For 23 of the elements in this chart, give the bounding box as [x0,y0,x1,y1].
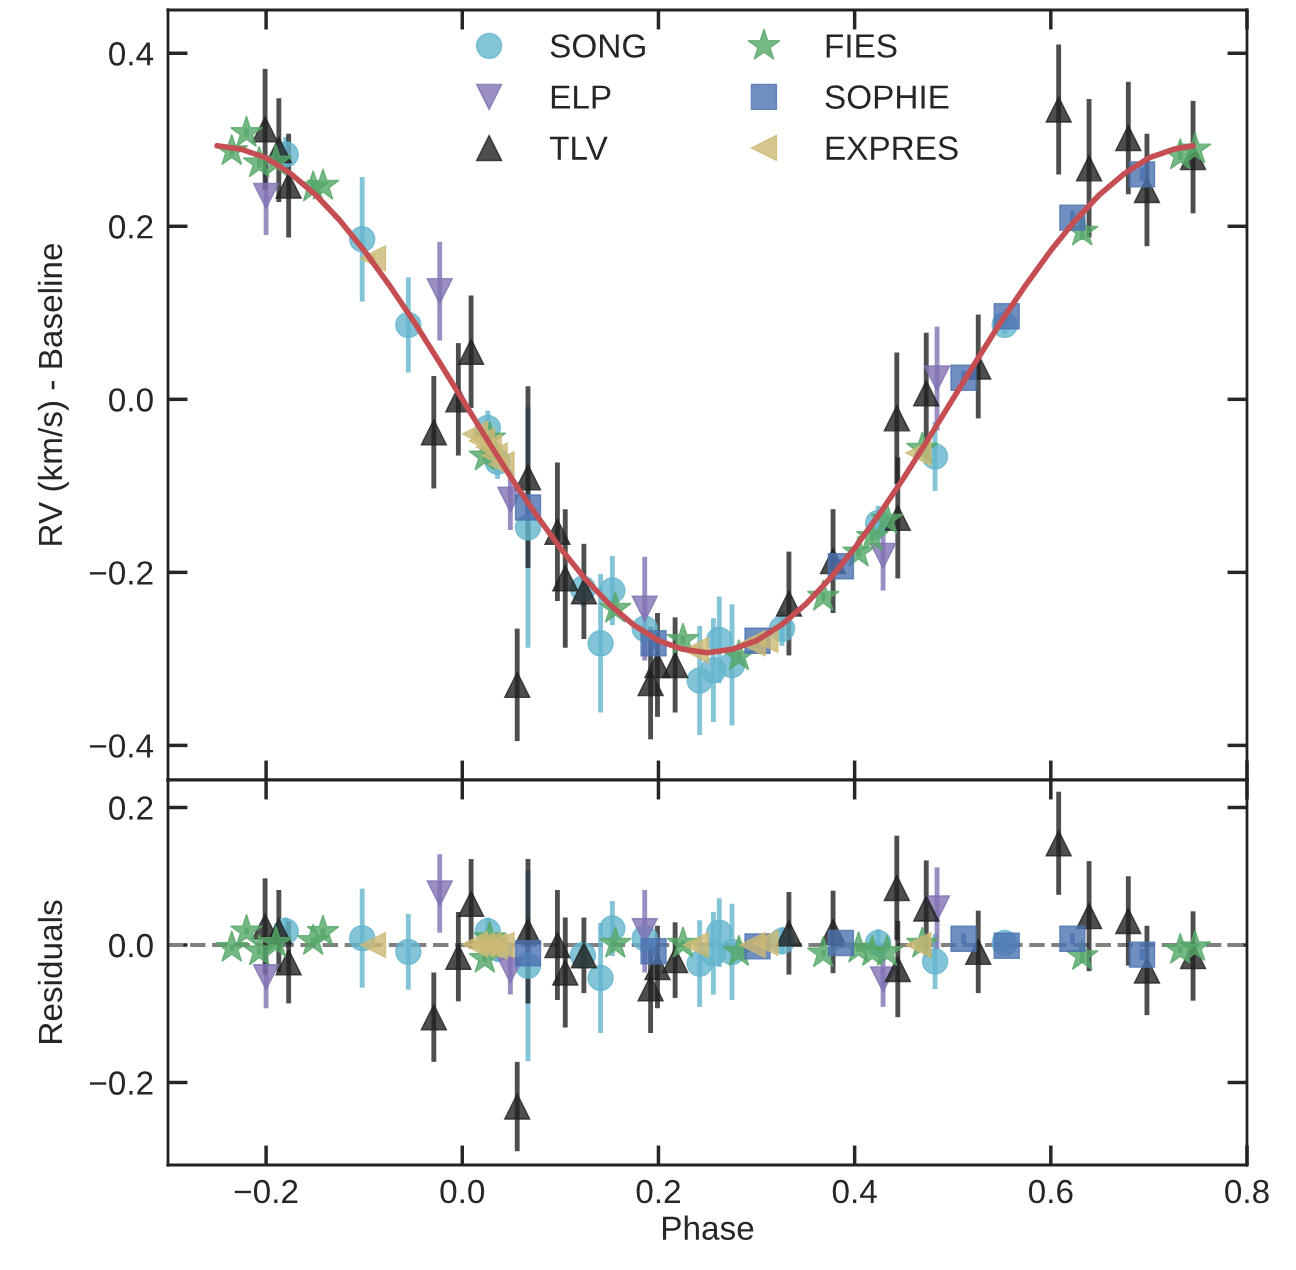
x-axis-title: Phase [662,1215,754,1240]
legend-label: EXPRES [826,136,958,160]
legend-label: TLV [549,136,608,160]
y-axis-title: Residuals [37,900,63,1043]
y-tick-label: −0.2 [89,1071,153,1095]
y-tick-label: 0.2 [109,796,153,820]
legend-label: ELP [551,85,611,109]
x-tick-label: 0.2 [636,1179,680,1204]
legend-label: FIES [826,34,897,58]
y-axis-title: RV (km/s) - Baseline [37,243,69,545]
x-tick-label: 0.0 [440,1179,485,1204]
y-tick-label: −0.4 [89,734,154,758]
y-tick-label: 0.0 [109,933,153,958]
y-tick-label: 0.4 [109,42,154,66]
x-tick-label: −0.2 [234,1179,298,1204]
x-tick-label: 0.6 [1028,1179,1073,1204]
y-tick-label: 0.2 [109,215,153,239]
y-tick-label: 0.0 [109,388,153,412]
y-tick-label: −0.2 [89,561,153,585]
legend-label: SONG [550,34,645,58]
x-tick-label: 0.4 [832,1179,877,1204]
legend-label: SOPHIE [825,85,949,109]
x-tick-label: 0.8 [1225,1179,1269,1204]
